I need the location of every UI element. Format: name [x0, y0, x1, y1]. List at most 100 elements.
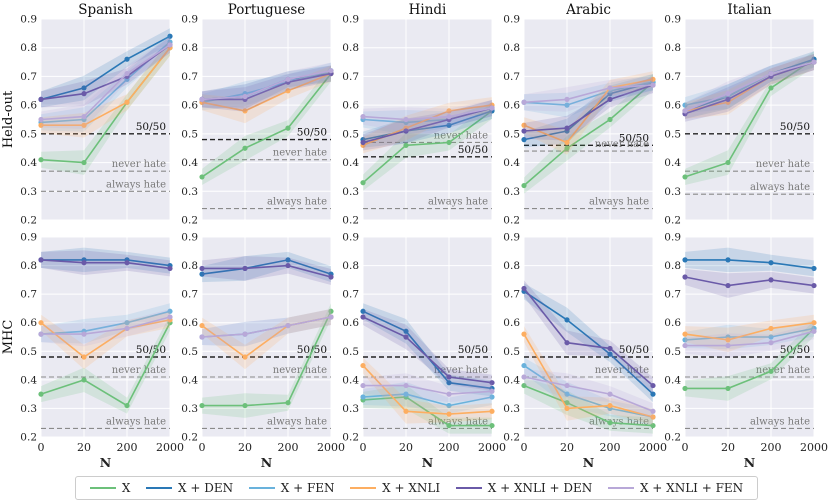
- panel-mhc-portuguese-series-x-xnli-point: [199, 322, 205, 329]
- panel-mhc-hindi-x-axis-label: N: [422, 455, 433, 470]
- panel-mhc-arabic-y-tick-label: 0.4: [503, 374, 520, 386]
- panel-held-out-italian-series-x-point: [682, 174, 688, 180]
- panel-mhc-spanish-y-tick-label: 0.4: [20, 374, 37, 386]
- panel-mhc-hindi-series-x-den-point: [446, 380, 452, 386]
- panel-mhc-hindi-series-x-xnli-point: [489, 408, 495, 414]
- panel-mhc-italian-ref-never-hate-label: never hate: [756, 365, 810, 376]
- panel-held-out-italian-series-x-band: [685, 51, 814, 186]
- panel-mhc-italian-series-x-den-point: [682, 257, 688, 263]
- panel-mhc-spanish-x-tick-label: 2000: [156, 441, 184, 454]
- panel-held-out-arabic-series-x-den-point: [521, 137, 527, 143]
- panel-held-out-spanish-y-tick-label: 0.6: [20, 100, 37, 112]
- panel-held-out-italian-y-tick-label: 0.6: [664, 100, 681, 112]
- panel-mhc-italian-x-tick-label: 20: [721, 441, 735, 454]
- panel-mhc-arabic-series-x-xnli-fen-point: [607, 391, 613, 397]
- panel-mhc-spanish-x-tick-label: 200: [117, 441, 138, 454]
- panel-held-out-hindi-series-x-point: [360, 180, 366, 186]
- legend-label-x: X: [121, 481, 131, 495]
- panel-mhc-italian-series-x-xnli-point: [811, 320, 817, 326]
- panel-held-out-arabic-series-x-xnli-fen-line: [523, 84, 654, 104]
- panel-mhc-italian-series-x-xnli-den-line: [684, 276, 815, 287]
- panel-mhc-arabic-series-x-xnli-fen-band: [524, 369, 653, 420]
- panel-mhc-hindi-ref-always-hate-label: always hate: [428, 416, 488, 427]
- panel-mhc-arabic-series-x-fen-point: [521, 362, 527, 369]
- panel-mhc-italian-series-x-point: [682, 385, 688, 392]
- legend: X X + DEN X + FEN X + XNLI X + XNLI + DEN X +…: [75, 476, 758, 500]
- panel-mhc-italian-series-x-xnli-line: [684, 321, 815, 341]
- panel-mhc-hindi-y-tick-label: 0.9: [342, 232, 359, 244]
- panel-mhc-hindi-series-x-fen-point: [403, 391, 409, 397]
- legend-item-x-fen: X + FEN: [248, 481, 335, 495]
- panel-mhc-hindi-series-x-xnli-fen-point: [403, 382, 409, 389]
- panel-held-out-spanish-series-x-xnli-den-line: [40, 44, 171, 101]
- panel-held-out-spanish-series-x-den-band: [41, 28, 170, 108]
- panel-held-out-hindi-y-tick-label: 0.3: [342, 186, 359, 198]
- panel-held-out-arabic-ref-50-50-label: 50/50: [619, 132, 649, 144]
- panel-mhc-italian-x-tick-label: 0: [682, 441, 689, 454]
- panel-mhc-arabic-series-x-point: [650, 422, 656, 429]
- panel-held-out-spanish-series-x-xnli-point: [81, 122, 87, 128]
- panel-held-out-portuguese-y-tick-label: 0.5: [181, 128, 198, 140]
- panel-mhc-arabic-x-tick-label: 20: [560, 441, 574, 454]
- panel-held-out-italian-series-x-point: [768, 85, 774, 91]
- column-title-arabic: Arabic: [565, 2, 611, 18]
- panel-held-out-portuguese-y-tick-label: 0.3: [181, 186, 198, 198]
- panel-mhc-arabic-series-x-xnli-fen-point: [650, 408, 656, 414]
- panel-held-out-hindi-series-x-xnli-fen-point: [403, 116, 409, 123]
- panel-mhc-portuguese-ref-50-50-label: 50/50: [297, 344, 327, 356]
- panel-held-out-arabic-series-x-xnli-point: [650, 76, 656, 82]
- panel-mhc-arabic-series-x-xnli-fen-point: [521, 374, 527, 380]
- panel-held-out-italian-y-tick-label: 0.8: [664, 42, 681, 54]
- panel-mhc-hindi-series-x-xnli-den-point: [446, 374, 452, 380]
- panel-mhc-hindi-series-x-xnli-fen-point: [446, 391, 452, 397]
- panel-mhc-portuguese-series-x-xnli-point: [242, 354, 248, 360]
- panel-mhc-italian-x-tick-label: 2000: [800, 441, 828, 454]
- panel-held-out-arabic-y-tick-label: 0.9: [503, 14, 520, 26]
- panel-mhc-portuguese: 50/50 never hate always hate 0 20 200 2000 N 0.2…: [181, 232, 345, 471]
- panel-held-out-arabic-ref-always-hate-label: always hate: [589, 197, 649, 208]
- panel-held-out-hindi-series-x-den-line: [362, 110, 493, 141]
- panel-held-out-italian-background: [685, 19, 814, 220]
- panel-mhc-italian-series-x-xnli-den-point: [682, 274, 688, 280]
- panel-held-out-italian-series-x-xnli-fen-point: [725, 91, 731, 97]
- panel-mhc-portuguese-x-axis-label: N: [261, 455, 272, 470]
- panel-mhc-hindi-series-x-xnli-line: [362, 365, 493, 415]
- panel-mhc-portuguese-y-tick-label: 0.9: [181, 232, 198, 244]
- panel-held-out-arabic-series-x-xnli-den-point: [607, 96, 613, 102]
- legend-item-x: X: [89, 481, 131, 495]
- panel-mhc-hindi-series-x-fen-point: [446, 402, 452, 409]
- panel-mhc-portuguese-series-x-xnli-den-point: [285, 262, 291, 269]
- panel-mhc-portuguese-series-x-band: [202, 303, 331, 418]
- panel-mhc-italian-series-x-xnli-fen-point: [811, 328, 817, 334]
- panel-mhc-hindi-series-x-xnli-den-point: [360, 314, 366, 320]
- panel-mhc-arabic-series-x-point: [607, 420, 613, 426]
- panel-mhc-spanish-series-x-band: [41, 314, 170, 414]
- panel-mhc-spanish-series-x-point: [81, 377, 87, 383]
- panel-mhc-spanish-series-x-xnli-fen-point: [38, 331, 44, 337]
- panel-held-out-italian-y-tick-label: 0.5: [664, 128, 681, 140]
- panel-mhc-italian-series-x-den-point: [768, 260, 774, 266]
- panel-mhc-portuguese-y-tick-label: 0.2: [181, 432, 198, 444]
- panel-mhc-arabic-series-x-point: [521, 382, 527, 389]
- panel-mhc-hindi-y-tick-label: 0.3: [342, 403, 359, 415]
- panel-held-out-hindi-series-x-xnli-den-point: [403, 128, 409, 134]
- panel-held-out-arabic-series-x-point: [607, 116, 613, 123]
- panel-held-out-hindi-series-x-line: [362, 110, 493, 184]
- panel-mhc-portuguese-series-x-xnli-fen-band: [202, 309, 331, 347]
- panel-mhc-italian-ref-always-hate-label: always hate: [750, 416, 810, 427]
- panel-mhc-arabic: 50/50 never hate always hate 0 20 200 2000 N 0.2…: [503, 232, 667, 471]
- panel-mhc-spanish-y-tick-label: 0.8: [20, 260, 37, 272]
- panel-mhc-arabic-series-x-xnli-den-point: [650, 382, 656, 389]
- panel-mhc-portuguese-series-x-xnli-fen-point: [285, 322, 291, 329]
- panel-mhc-italian-series-x-point: [768, 368, 774, 374]
- panel-held-out-arabic-series-x-xnli-fen-point: [650, 82, 656, 88]
- panel-mhc-portuguese-y-tick-label: 0.4: [181, 374, 198, 386]
- panel-held-out-italian-series-x-xnli-den-line: [684, 61, 815, 115]
- panel-mhc-spanish-series-x-xnli-fen-band: [41, 309, 170, 347]
- panel-mhc-italian-series-x-fen-point: [768, 334, 774, 340]
- panel-mhc-spanish-y-tick-label: 0.7: [20, 289, 37, 301]
- panel-held-out-spanish-series-x-xnli-fen-band: [41, 36, 170, 129]
- panel-mhc-spanish-series-x-fen-point: [167, 308, 173, 314]
- panel-mhc-spanish-ref-always-hate-label: always hate: [106, 416, 166, 427]
- panel-held-out-italian-series-x-xnli-fen-point: [682, 108, 688, 114]
